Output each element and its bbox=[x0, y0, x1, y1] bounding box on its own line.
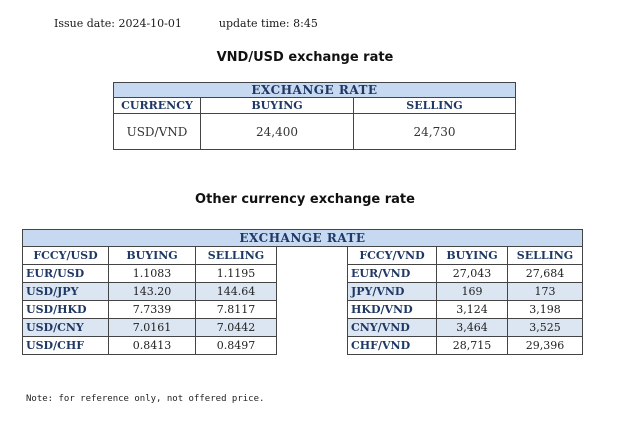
vnd-usd-table-title: EXCHANGE RATE bbox=[113, 82, 516, 98]
buying-cell: 3,464 bbox=[436, 318, 508, 337]
issue-date: 2024-10-01 bbox=[118, 17, 182, 30]
selling-cell: 24,730 bbox=[353, 113, 516, 150]
update-time-label: update time: bbox=[218, 17, 290, 30]
selling-cell: 27,684 bbox=[507, 264, 583, 283]
buying-cell: 28,715 bbox=[436, 336, 508, 355]
selling-cell: 7.8117 bbox=[195, 300, 277, 319]
update-time: 8:45 bbox=[293, 17, 318, 30]
currency-cell: USD/VND bbox=[113, 113, 201, 150]
selling-cell: 1.1195 bbox=[195, 264, 277, 283]
fccy-vnd-cell: HKD/VND bbox=[347, 300, 437, 319]
fccy-usd-cell: EUR/USD bbox=[22, 264, 109, 283]
buying-cell: 27,043 bbox=[436, 264, 508, 283]
vnd-usd-title: VND/USD exchange rate bbox=[216, 50, 394, 65]
column-header-buying: BUYING bbox=[200, 97, 354, 114]
table-row: EUR/USD 1.1083 1.1195 EUR/VND 27,043 27,… bbox=[22, 264, 583, 283]
selling-cell: 3,198 bbox=[507, 300, 583, 319]
other-rates-table: EXCHANGE RATE FCCY/USD BUYING SELLING FC… bbox=[22, 229, 583, 355]
buying-cell: 3,124 bbox=[436, 300, 508, 319]
buying-cell: 0.8413 bbox=[108, 336, 196, 355]
buying-cell: 169 bbox=[436, 282, 508, 301]
fccy-usd-cell: USD/JPY bbox=[22, 282, 109, 301]
buying-cell: 7.7339 bbox=[108, 300, 196, 319]
issue-date-label: Issue date: bbox=[54, 17, 115, 30]
fccy-vnd-cell: EUR/VND bbox=[347, 264, 437, 283]
fccy-vnd-cell: JPY/VND bbox=[347, 282, 437, 301]
buying-cell: 24,400 bbox=[200, 113, 354, 150]
fccy-usd-cell: USD/CNY bbox=[22, 318, 109, 337]
column-header-buying: BUYING bbox=[108, 246, 196, 265]
table-row: USD/HKD 7.7339 7.8117 HKD/VND 3,124 3,19… bbox=[22, 300, 583, 319]
selling-cell: 144.64 bbox=[195, 282, 277, 301]
issue-info: Issue date: 2024-10-01 update time: 8:45 bbox=[54, 17, 318, 30]
disclaimer-note: Note: for reference only, not offered pr… bbox=[26, 394, 265, 404]
column-header-fccy-usd: FCCY/USD bbox=[22, 246, 109, 265]
selling-cell: 173 bbox=[507, 282, 583, 301]
selling-cell: 7.0442 bbox=[195, 318, 277, 337]
buying-cell: 143.20 bbox=[108, 282, 196, 301]
selling-cell: 0.8497 bbox=[195, 336, 277, 355]
buying-cell: 7.0161 bbox=[108, 318, 196, 337]
fccy-vnd-cell: CHF/VND bbox=[347, 336, 437, 355]
table-row: USD/JPY 143.20 144.64 JPY/VND 169 173 bbox=[22, 282, 583, 301]
fccy-vnd-cell: CNY/VND bbox=[347, 318, 437, 337]
column-header-selling: SELLING bbox=[353, 97, 516, 114]
column-header-buying: BUYING bbox=[436, 246, 508, 265]
column-header-currency: CURRENCY bbox=[113, 97, 201, 114]
table-row: USD/CNY 7.0161 7.0442 CNY/VND 3,464 3,52… bbox=[22, 318, 583, 337]
column-header-selling: SELLING bbox=[195, 246, 277, 265]
column-separator bbox=[276, 246, 348, 355]
table-row: USD/VND 24,400 24,730 bbox=[113, 113, 516, 150]
buying-cell: 1.1083 bbox=[108, 264, 196, 283]
selling-cell: 3,525 bbox=[507, 318, 583, 337]
column-header-fccy-vnd: FCCY/VND bbox=[347, 246, 437, 265]
table-row: USD/CHF 0.8413 0.8497 CHF/VND 28,715 29,… bbox=[22, 336, 583, 355]
other-rates-table-title: EXCHANGE RATE bbox=[22, 229, 583, 247]
fccy-usd-cell: USD/CHF bbox=[22, 336, 109, 355]
selling-cell: 29,396 bbox=[507, 336, 583, 355]
fccy-usd-cell: USD/HKD bbox=[22, 300, 109, 319]
other-rates-title: Other currency exchange rate bbox=[195, 192, 415, 207]
vnd-usd-table: EXCHANGE RATE CURRENCY BUYING SELLING US… bbox=[113, 82, 516, 150]
column-header-selling: SELLING bbox=[507, 246, 583, 265]
